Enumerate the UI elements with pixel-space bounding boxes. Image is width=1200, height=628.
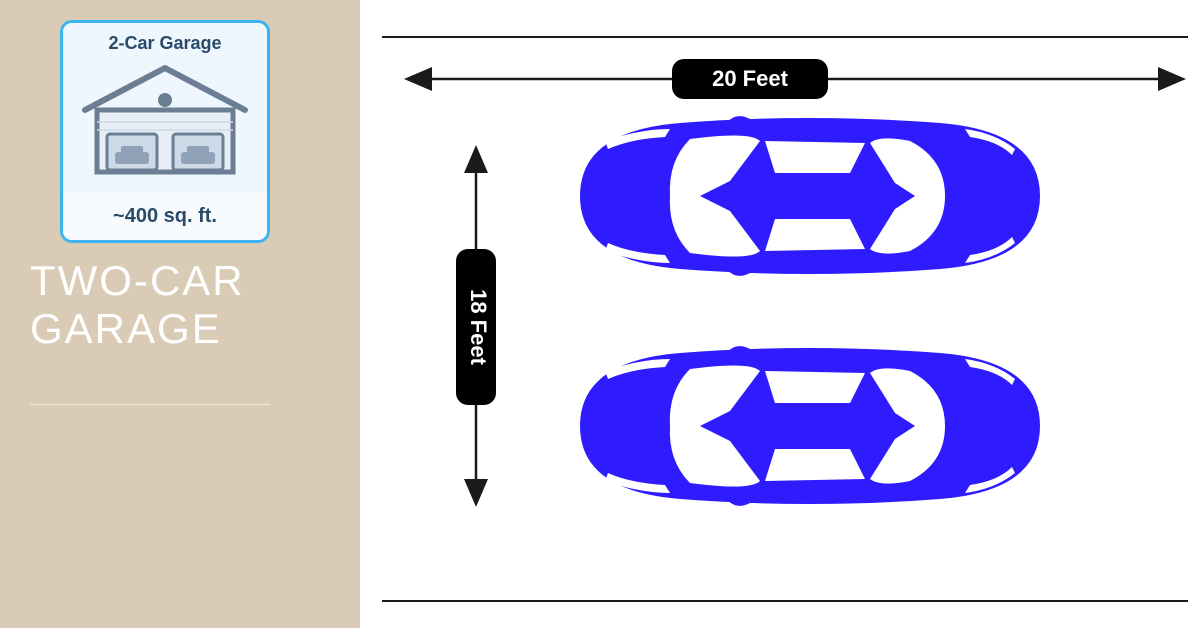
car-top	[580, 116, 1040, 276]
left-panel: 2-Car Garage	[0, 0, 360, 628]
heading-line1: TWO-CAR	[30, 257, 245, 304]
garage-icon	[71, 60, 259, 180]
width-dimension: 20 Feet	[404, 59, 1186, 99]
heading-line2: GARAGE	[30, 305, 222, 352]
car-bottom	[580, 346, 1040, 506]
card-top: 2-Car Garage	[63, 23, 267, 193]
width-label: 20 Feet	[712, 66, 788, 91]
garage-card: 2-Car Garage	[60, 20, 270, 243]
garage-diagram: 20 Feet 18 Feet	[380, 24, 1190, 618]
depth-label: 18 Feet	[466, 289, 491, 365]
divider	[30, 404, 270, 405]
depth-dimension: 18 Feet	[456, 145, 496, 507]
page-title: TWO-CAR GARAGE	[30, 257, 330, 354]
card-title: 2-Car Garage	[71, 33, 259, 54]
card-footer: ~400 sq. ft.	[63, 193, 267, 240]
right-panel: 20 Feet 18 Feet	[360, 0, 1200, 628]
